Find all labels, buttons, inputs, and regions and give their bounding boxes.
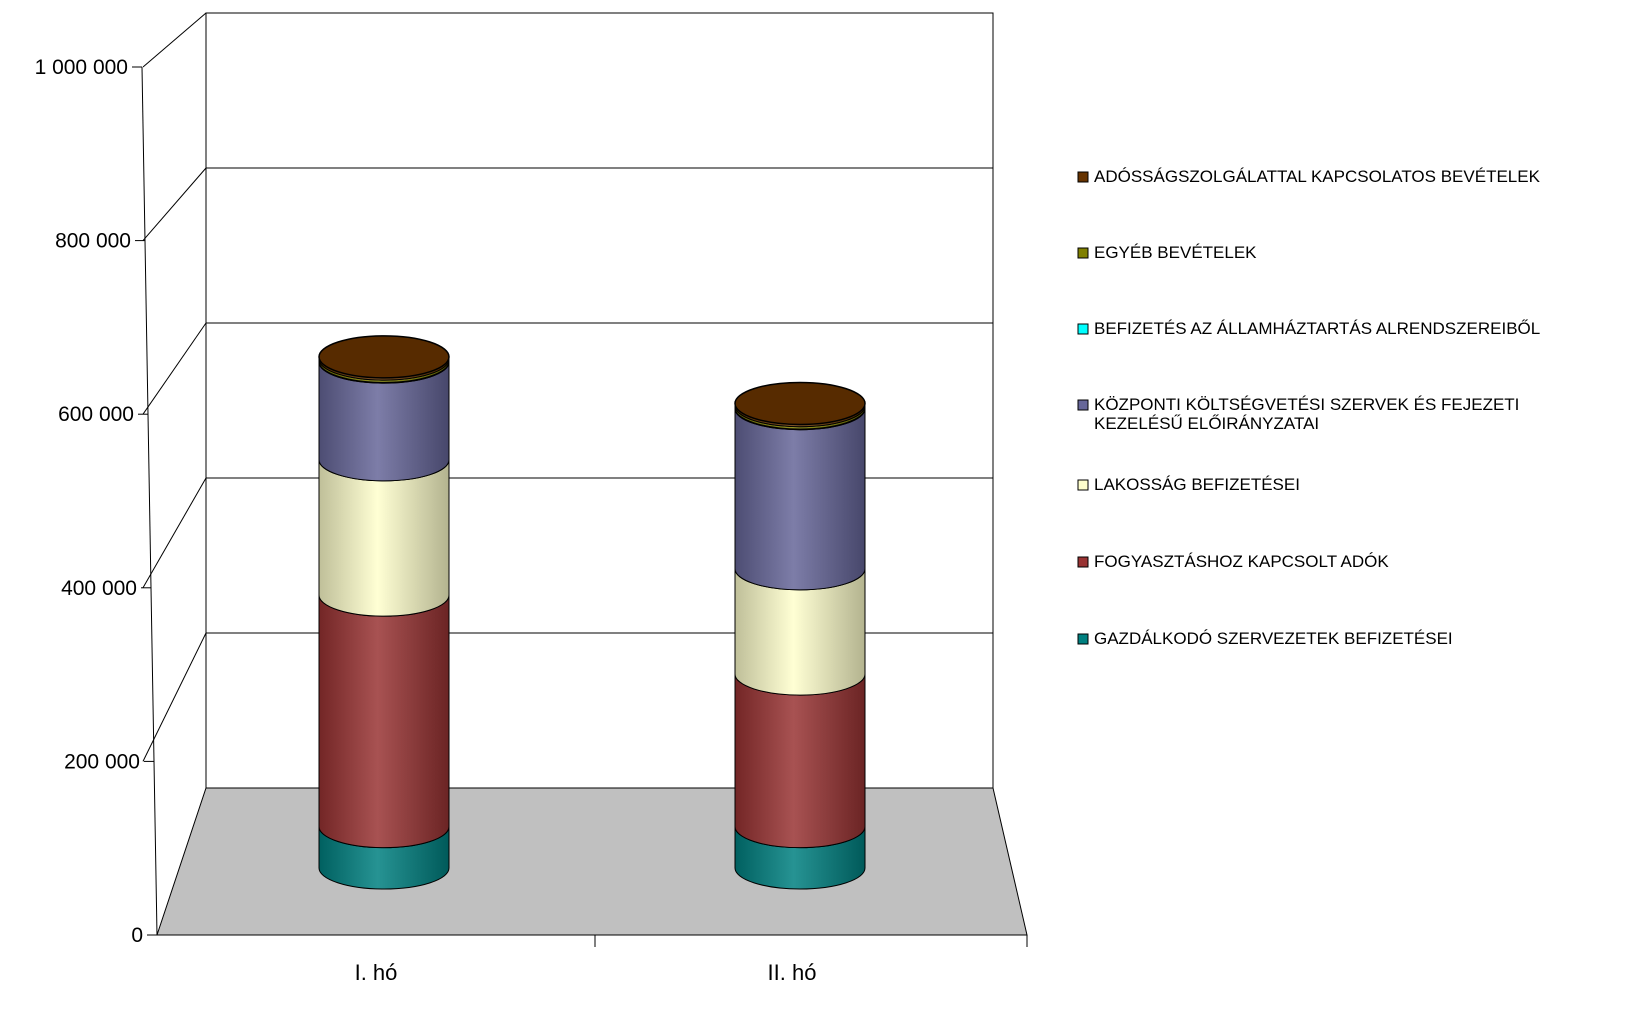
bar-top-cap [734, 381, 866, 426]
x-tick-label: I. hó [355, 960, 398, 985]
legend-swatch [1077, 323, 1089, 335]
legend-label: KEZELÉSŰ ELŐIRÁNYZATAI [1094, 414, 1319, 433]
legend-item: BEFIZETÉS AZ ÁLLAMHÁZTARTÁS ALRENDSZEREI… [1077, 319, 1540, 338]
gridline-side [142, 322, 207, 415]
bars [318, 335, 866, 890]
y-axis-line [141, 66, 158, 936]
legend-swatch [1077, 171, 1089, 183]
x-tick-label: II. hó [768, 960, 817, 985]
cylinder-bar [734, 381, 866, 890]
y-tick-label: 800 000 [55, 230, 131, 253]
legend: ADÓSSÁGSZOLGÁLATTAL KAPCSOLATOS BEVÉTELE… [1077, 167, 1541, 648]
x-tick-labels: I. hó II. hó [355, 960, 817, 985]
legend-item: ADÓSSÁGSZOLGÁLATTAL KAPCSOLATOS BEVÉTELE… [1077, 167, 1541, 186]
legend-label: BEFIZETÉS AZ ÁLLAMHÁZTARTÁS ALRENDSZEREI… [1094, 319, 1540, 338]
bar-segment [734, 674, 866, 849]
y-tick-labels: 0 200 000 400 000 600 000 800 000 1 000 000 [35, 56, 143, 947]
bar-top-cap [318, 335, 450, 379]
legend-label: GAZDÁLKODÓ SZERVEZETEK BEFIZETÉSEI [1094, 629, 1453, 648]
gridline-side [142, 477, 207, 589]
legend-item: EGYÉB BEVÉTELEK [1077, 243, 1257, 262]
gridline-side [142, 12, 207, 68]
legend-swatch [1077, 399, 1089, 411]
legend-label: EGYÉB BEVÉTELEK [1094, 243, 1257, 262]
legend-label: FOGYASZTÁSHOZ KAPCSOLT ADÓK [1094, 552, 1389, 571]
gridline-side [142, 167, 207, 241]
legend-swatch [1077, 479, 1089, 491]
axes [132, 13, 1028, 947]
legend-item: FOGYASZTÁSHOZ KAPCSOLT ADÓK [1077, 552, 1389, 571]
legend-item: KÖZPONTI KÖLTSÉGVETÉSI SZERVEK ÉS FEJEZE… [1077, 395, 1519, 433]
bar-segment [318, 595, 450, 849]
y-tick-label: 0 [131, 924, 143, 947]
legend-label: KÖZPONTI KÖLTSÉGVETÉSI SZERVEK ÉS FEJEZE… [1094, 395, 1519, 414]
cylinder-bar [318, 335, 450, 890]
chart-floor [156, 787, 1028, 936]
legend-swatch [1077, 633, 1089, 645]
legend-label: ADÓSSÁGSZOLGÁLATTAL KAPCSOLATOS BEVÉTELE… [1094, 167, 1541, 186]
bar-segment [734, 408, 866, 591]
y-tick-label: 400 000 [61, 577, 137, 600]
y-tick-label: 1 000 000 [35, 56, 128, 79]
legend-item: LAKOSSÁG BEFIZETÉSEI [1077, 475, 1300, 494]
chart-walls [156, 12, 1028, 936]
legend-label: LAKOSSÁG BEFIZETÉSEI [1094, 475, 1300, 494]
bar-segment [318, 459, 450, 617]
legend-item: GAZDÁLKODÓ SZERVEZETEK BEFIZETÉSEI [1077, 629, 1453, 648]
legend-swatch [1077, 247, 1089, 259]
legend-swatch [1077, 556, 1089, 568]
y-tick-label: 600 000 [58, 403, 134, 426]
y-tick-label: 200 000 [64, 750, 140, 773]
